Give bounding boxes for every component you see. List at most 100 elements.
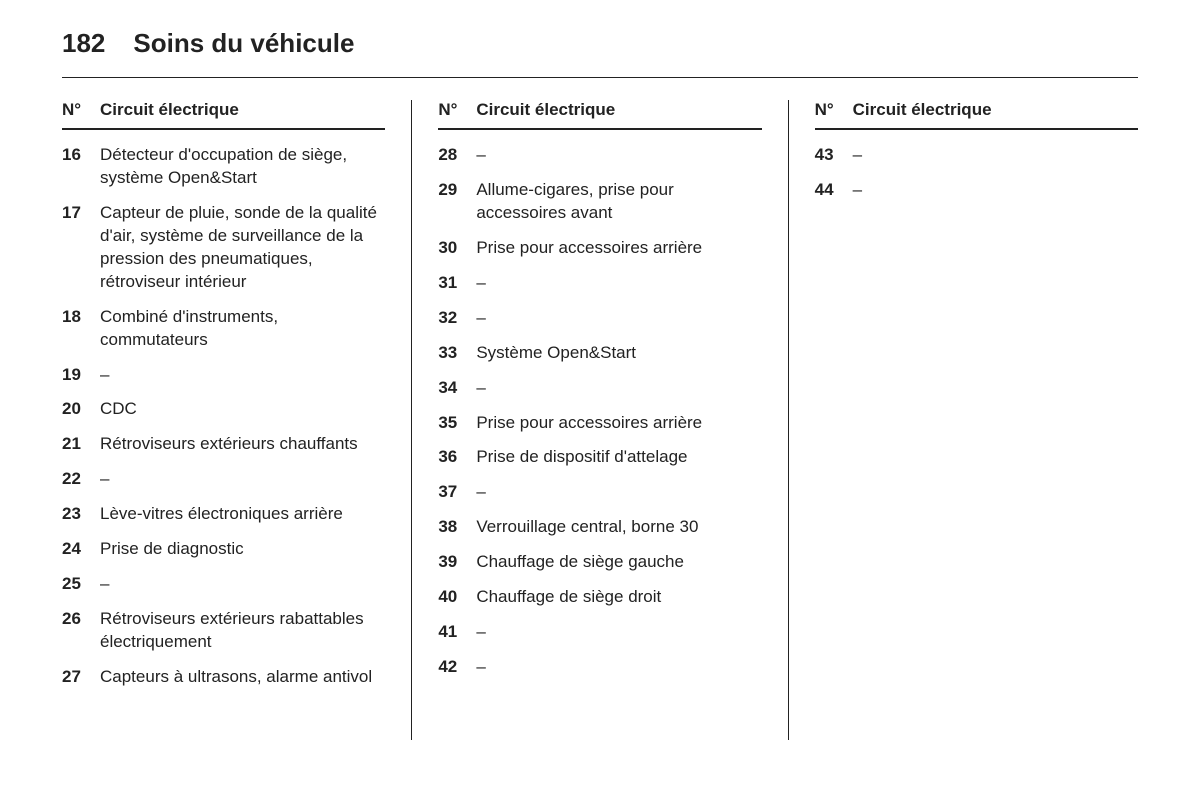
circuit-number: 35 — [438, 412, 466, 435]
circuit-description: – — [100, 364, 385, 387]
circuit-row: 36 Prise de dispositif d'attelage — [438, 446, 761, 469]
circuit-number: 16 — [62, 144, 90, 190]
circuit-number: 23 — [62, 503, 90, 526]
circuit-description: Verrouillage central, borne 30 — [476, 516, 761, 539]
circuit-number: 40 — [438, 586, 466, 609]
circuit-description: – — [476, 481, 761, 504]
circuit-description: CDC — [100, 398, 385, 421]
circuit-row: 40 Chauffage de siège droit — [438, 586, 761, 609]
circuit-number: 39 — [438, 551, 466, 574]
circuit-row: 23Lève-vitres électroniques arrière — [62, 503, 385, 526]
circuit-number: 18 — [62, 306, 90, 352]
circuit-description: – — [100, 573, 385, 596]
column-1: N° Circuit électrique 16Détecteur d'occu… — [62, 100, 412, 740]
circuit-description: – — [476, 656, 761, 679]
circuit-number: 22 — [62, 468, 90, 491]
circuit-row: 43– — [815, 144, 1138, 167]
circuit-number: 31 — [438, 272, 466, 295]
circuit-description: Prise de diagnostic — [100, 538, 385, 561]
circuit-row: 17Capteur de pluie, sonde de la qualité … — [62, 202, 385, 294]
circuit-number: 36 — [438, 446, 466, 469]
header-desc: Circuit électrique — [853, 100, 1138, 120]
column-2: N° Circuit électrique 28–29Allume-cigare… — [412, 100, 788, 740]
circuit-number: 28 — [438, 144, 466, 167]
header-desc: Circuit électrique — [476, 100, 761, 120]
circuit-row: 16Détecteur d'occupation de siège, systè… — [62, 144, 385, 190]
circuit-description: – — [476, 144, 761, 167]
circuit-number: 25 — [62, 573, 90, 596]
circuit-number: 43 — [815, 144, 843, 167]
column-3-body: 43–44– — [815, 144, 1138, 202]
columns-wrapper: N° Circuit électrique 16Détecteur d'occu… — [62, 100, 1138, 740]
circuit-row: 28– — [438, 144, 761, 167]
circuit-row: 37– — [438, 481, 761, 504]
circuit-description: – — [476, 621, 761, 644]
circuit-row: 18Combiné d'instruments, commutateurs — [62, 306, 385, 352]
circuit-description: Chauffage de siège gauche — [476, 551, 761, 574]
circuit-number: 30 — [438, 237, 466, 260]
circuit-description: Prise pour accessoires arrière — [476, 412, 761, 435]
circuit-row: 29Allume-cigares, prise pour accessoires… — [438, 179, 761, 225]
circuit-description: Capteurs à ultrasons, alarme antivol — [100, 666, 385, 689]
circuit-description: Détecteur d'occupation de siège, système… — [100, 144, 385, 190]
circuit-row: 33 Système Open&Start — [438, 342, 761, 365]
page-number: 182 — [62, 28, 105, 59]
column-header: N° Circuit électrique — [62, 100, 385, 130]
circuit-description: – — [853, 179, 1138, 202]
column-header: N° Circuit électrique — [438, 100, 761, 130]
circuit-row: 24 Prise de diagnostic — [62, 538, 385, 561]
circuit-number: 34 — [438, 377, 466, 400]
circuit-row: 32– — [438, 307, 761, 330]
circuit-number: 19 — [62, 364, 90, 387]
page-header: 182 Soins du véhicule — [62, 28, 1138, 78]
page: 182 Soins du véhicule N° Circuit électri… — [0, 0, 1200, 760]
circuit-row: 22– — [62, 468, 385, 491]
column-1-body: 16Détecteur d'occupation de siège, systè… — [62, 144, 385, 689]
circuit-row: 41– — [438, 621, 761, 644]
circuit-row: 42– — [438, 656, 761, 679]
header-desc: Circuit électrique — [100, 100, 385, 120]
circuit-row: 19– — [62, 364, 385, 387]
circuit-description: Prise de dispositif d'attelage — [476, 446, 761, 469]
circuit-number: 42 — [438, 656, 466, 679]
circuit-description: Combiné d'instruments, commutateurs — [100, 306, 385, 352]
circuit-number: 27 — [62, 666, 90, 689]
circuit-number: 21 — [62, 433, 90, 456]
circuit-number: 20 — [62, 398, 90, 421]
circuit-row: 34– — [438, 377, 761, 400]
circuit-description: Prise pour accessoires arrière — [476, 237, 761, 260]
circuit-description: – — [100, 468, 385, 491]
circuit-row: 27 Capteurs à ultrasons, alarme antivol — [62, 666, 385, 689]
circuit-description: Allume-cigares, prise pour accessoires a… — [476, 179, 761, 225]
circuit-number: 26 — [62, 608, 90, 654]
circuit-description: Rétroviseurs extérieurs rabattables élec… — [100, 608, 385, 654]
circuit-row: 26Rétroviseurs extérieurs rabattables él… — [62, 608, 385, 654]
circuit-number: 38 — [438, 516, 466, 539]
circuit-description: Capteur de pluie, sonde de la qualité d'… — [100, 202, 385, 294]
circuit-number: 17 — [62, 202, 90, 294]
column-header: N° Circuit électrique — [815, 100, 1138, 130]
circuit-number: 32 — [438, 307, 466, 330]
circuit-row: 44– — [815, 179, 1138, 202]
circuit-description: – — [476, 307, 761, 330]
circuit-description: – — [476, 272, 761, 295]
circuit-number: 24 — [62, 538, 90, 561]
circuit-description: Chauffage de siège droit — [476, 586, 761, 609]
circuit-number: 44 — [815, 179, 843, 202]
circuit-row: 25– — [62, 573, 385, 596]
header-num: N° — [815, 100, 843, 120]
circuit-row: 35 Prise pour accessoires arrière — [438, 412, 761, 435]
circuit-number: 37 — [438, 481, 466, 504]
circuit-number: 41 — [438, 621, 466, 644]
circuit-number: 33 — [438, 342, 466, 365]
header-num: N° — [62, 100, 90, 120]
header-num: N° — [438, 100, 466, 120]
circuit-description: Rétroviseurs extérieurs chauffants — [100, 433, 385, 456]
circuit-description: Système Open&Start — [476, 342, 761, 365]
circuit-row: 31– — [438, 272, 761, 295]
page-title: Soins du véhicule — [133, 28, 354, 59]
circuit-row: 20 CDC — [62, 398, 385, 421]
circuit-row: 21 Rétroviseurs extérieurs chauffants — [62, 433, 385, 456]
circuit-row: 38 Verrouillage central, borne 30 — [438, 516, 761, 539]
circuit-number: 29 — [438, 179, 466, 225]
